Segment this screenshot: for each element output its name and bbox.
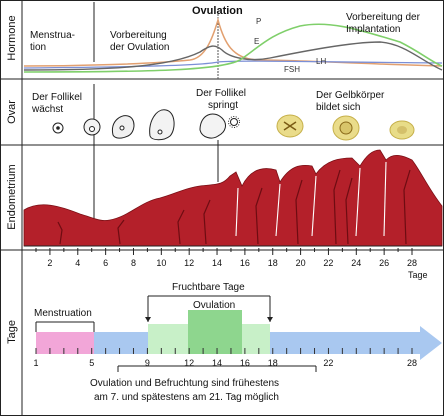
- corpus-luteum-3: [389, 120, 415, 140]
- menstruation-bracket: [35, 321, 95, 332]
- label-follikel-waechst-2: wächst: [31, 104, 63, 115]
- section-label-ovar: Ovar: [6, 100, 18, 124]
- p-curve: [23, 23, 443, 73]
- endometrium-tick-label: 2: [47, 258, 52, 268]
- label-ovulation-tage: Ovulation: [193, 300, 235, 311]
- endometrium-tick-label: 16: [240, 258, 250, 268]
- label-follikel-springt-2: springt: [208, 100, 238, 111]
- endometrium-tick-label: 8: [131, 258, 136, 268]
- fruchtbare-tage-bracket: [145, 295, 273, 322]
- label-menstruation-2: tion: [30, 42, 46, 53]
- label-e-curve: E: [254, 37, 259, 46]
- note-bracket: [117, 365, 317, 372]
- label-lh-curve: LH: [316, 57, 326, 66]
- endometrium-tick-label: 6: [103, 258, 108, 268]
- tage-day-label: 14: [212, 358, 222, 368]
- section-label-tage: Tage: [6, 320, 18, 344]
- endometrium-tick-label: 12: [184, 258, 194, 268]
- endometrium-tick-label: 20: [296, 258, 306, 268]
- ovulation-bar: [188, 324, 242, 354]
- endometrium-tick-label: 4: [75, 258, 80, 268]
- label-gelbkoerper-1: Der Gelbkörper: [316, 90, 385, 101]
- tage-day-label: 5: [89, 358, 94, 368]
- label-p-curve: P: [256, 17, 261, 26]
- corpus-luteum-1: [276, 114, 304, 138]
- endometrium-tick-label: 18: [268, 258, 278, 268]
- tage-day-label: 12: [184, 358, 194, 368]
- label-fsh-curve: FSH: [284, 65, 300, 74]
- follicle-stage-3: [111, 115, 135, 139]
- corpus-luteum-2: [332, 115, 360, 141]
- label-vorbereitung-implantation-1: Vorbereitung der: [346, 12, 421, 23]
- tage-day-label: 1: [33, 358, 38, 368]
- endometrium-axis: 2 4 6 8 10 12 14 16 18 20 22 24 26 28: [35, 248, 417, 268]
- label-gelbkoerper-2: bildet sich: [316, 102, 360, 113]
- endometrium-tick-label: 10: [156, 258, 166, 268]
- follicular-bar: [94, 332, 148, 354]
- endometrium-vessels: [57, 169, 411, 245]
- note-line-1: Ovulation und Befruchtung sind frühesten…: [90, 378, 279, 389]
- endometrium-tissue: [23, 149, 443, 247]
- endometrium-axis-unit: Tage: [408, 270, 428, 280]
- fsh-curve: [23, 60, 443, 69]
- tage-day-ticks: 1 5 9 12 14 16 18 22 28: [33, 348, 417, 368]
- label-menstruation-1: Menstrua-: [30, 30, 75, 41]
- follicle-stage-4: [149, 109, 175, 141]
- tage-day-label: 16: [240, 358, 250, 368]
- section-label-hormone: Hormone: [6, 15, 18, 60]
- follicle-stage-1: [52, 122, 64, 134]
- luteal-bar: [270, 332, 420, 354]
- endometrium-tick-label: 14: [212, 258, 222, 268]
- tage-day-label: 28: [407, 358, 417, 368]
- e-curve: [23, 41, 443, 71]
- label-vorbereitung-ovulation-1: Vorbereitung: [110, 30, 167, 41]
- follicle-rupture: [199, 113, 240, 139]
- tage-day-label: 18: [268, 358, 278, 368]
- endometrium-glands: [235, 161, 387, 237]
- timeline-arrowhead: [420, 326, 442, 360]
- tage-day-label: 22: [323, 358, 333, 368]
- endometrium-tick-label: 22: [323, 258, 333, 268]
- endometrium-tick-label: 28: [407, 258, 417, 268]
- label-vorbereitung-ovulation-2: der Ovulation: [110, 42, 169, 53]
- label-ovulation-title: Ovulation: [192, 5, 243, 17]
- ovulation-window-top: [188, 310, 242, 324]
- note-line-2: am 7. und spätestens am 21. Tag möglich: [94, 392, 279, 403]
- tage-day-label: 9: [145, 358, 150, 368]
- label-vorbereitung-implantation-2: Implantation: [346, 24, 400, 35]
- endometrium-tick-label: 26: [379, 258, 389, 268]
- label-menstruation-tage: Menstruation: [34, 308, 92, 319]
- label-fruchtbare-tage: Fruchtbare Tage: [172, 282, 245, 293]
- follicle-stage-2: [83, 118, 101, 136]
- label-follikel-springt-1: Der Follikel: [196, 88, 246, 99]
- endometrium-tick-label: 24: [351, 258, 361, 268]
- section-label-endometrium: Endometrium: [6, 164, 18, 229]
- label-follikel-waechst-1: Der Follikel: [32, 92, 82, 103]
- menstruation-bar: [36, 332, 94, 354]
